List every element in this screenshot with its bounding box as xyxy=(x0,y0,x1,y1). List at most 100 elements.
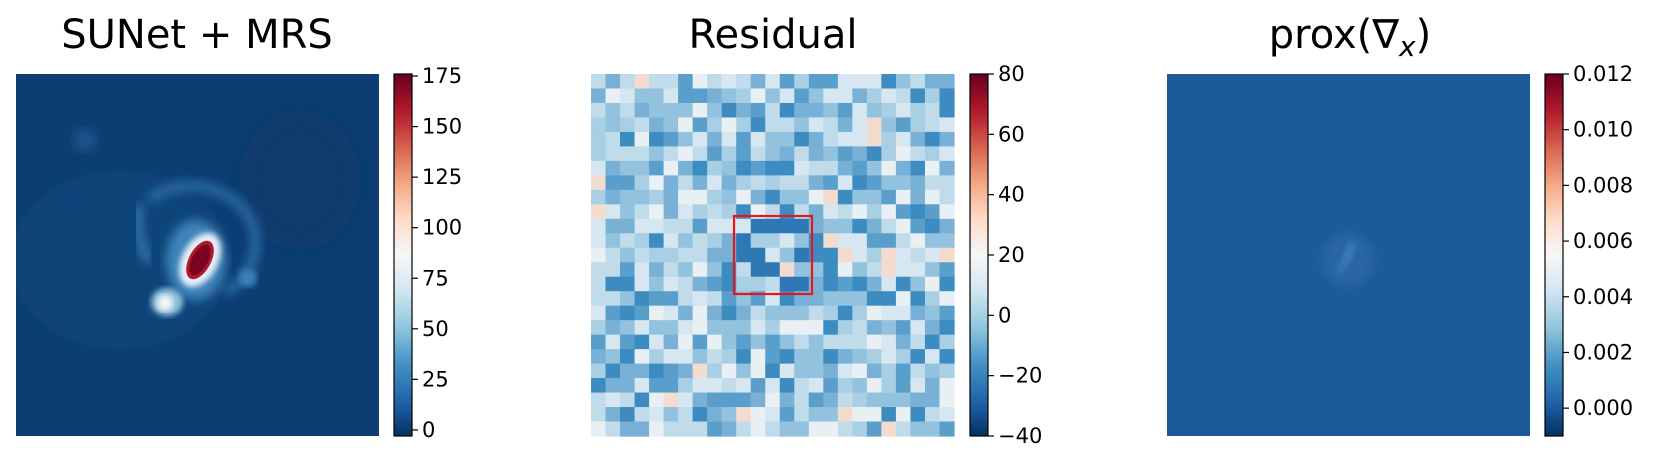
residual-pixel xyxy=(837,233,853,249)
residual-pixel xyxy=(823,421,839,437)
residual-pixel xyxy=(649,204,665,220)
residual-pixel xyxy=(591,378,607,394)
residual-pixel xyxy=(605,233,621,249)
residual-pixel xyxy=(895,131,912,147)
residual-pixel xyxy=(852,392,868,408)
residual-pixel xyxy=(823,320,839,336)
residual-pixel xyxy=(692,117,708,133)
residual-pixel xyxy=(837,407,853,423)
residual-pixel xyxy=(707,334,723,350)
residual-pixel xyxy=(779,407,795,423)
residual-pixel xyxy=(910,74,926,90)
panel-title: SUNet + MRS xyxy=(61,12,333,58)
residual-pixel xyxy=(721,160,737,176)
residual-pixel xyxy=(692,247,708,263)
residual-pixel xyxy=(721,88,737,104)
residual-pixel xyxy=(895,160,912,176)
residual-pixel xyxy=(794,363,810,379)
residual-pixel xyxy=(910,407,926,423)
residual-pixel xyxy=(939,363,955,379)
residual-pixel xyxy=(634,218,650,234)
residual-pixel xyxy=(866,146,882,162)
residual-pixel xyxy=(649,247,665,263)
residual-pixel xyxy=(910,291,926,307)
residual-pixel xyxy=(866,276,882,292)
residual-pixel xyxy=(736,392,752,408)
heatmap-image xyxy=(591,74,955,437)
residual-pixel xyxy=(866,175,882,191)
residual-pixel xyxy=(939,305,955,321)
residual-pixel xyxy=(866,349,882,365)
colorbar-tick-label: 0.012 xyxy=(1573,62,1633,86)
residual-pixel xyxy=(837,378,853,394)
residual-pixel xyxy=(736,262,752,278)
residual-pixel xyxy=(736,320,752,336)
residual-pixel xyxy=(649,175,665,191)
residual-pixel xyxy=(707,233,723,249)
residual-pixel xyxy=(779,160,795,176)
residual-pixel xyxy=(939,233,955,249)
residual-pixel xyxy=(895,305,912,321)
colorbar-gradient xyxy=(393,73,413,437)
residual-pixel xyxy=(649,146,665,162)
colorbar-ticks: 0 25 50 75 100 125 150 175 xyxy=(412,64,462,442)
colorbar: 0.000 0.002 0.004 0.006 0.008 0.010 0.012 xyxy=(1544,62,1633,437)
residual-pixel xyxy=(620,88,636,104)
residual-pixel xyxy=(794,233,810,249)
residual-pixel xyxy=(765,131,781,147)
residual-pixel xyxy=(605,102,621,119)
residual-pixel xyxy=(808,88,824,104)
residual-pixel xyxy=(663,117,679,133)
residual-pixel xyxy=(866,102,882,119)
residual-pixel xyxy=(924,349,941,365)
residual-pixel xyxy=(663,291,679,307)
residual-pixel xyxy=(663,146,679,162)
residual-pixel xyxy=(750,146,766,162)
residual-pixel xyxy=(736,88,752,104)
residual-pixel xyxy=(620,262,636,278)
residual-pixel xyxy=(779,262,795,278)
residual-pixel xyxy=(910,305,926,321)
residual-pixel xyxy=(910,363,926,379)
residual-pixel xyxy=(707,102,723,119)
residual-pixel xyxy=(895,378,912,394)
residual-pixel xyxy=(707,218,723,234)
residual-pixel xyxy=(837,349,853,365)
residual-pixel xyxy=(823,247,839,263)
residual-pixel xyxy=(924,392,941,408)
residual-pixel xyxy=(750,421,766,437)
residual-pixel xyxy=(895,276,912,292)
residual-pixel xyxy=(692,218,708,234)
residual-pixel xyxy=(634,88,650,104)
residual-pixel xyxy=(939,421,955,437)
residual-pixel xyxy=(823,117,839,133)
residual-pixel xyxy=(866,392,882,408)
residual-pixel xyxy=(649,117,665,133)
residual-pixel xyxy=(591,392,607,408)
residual-pixel xyxy=(939,146,955,162)
residual-pixel xyxy=(678,291,694,307)
colorbar-tick-label: 100 xyxy=(422,216,462,240)
residual-pixel xyxy=(649,276,665,292)
residual-pixel xyxy=(881,189,897,205)
residual-pixel xyxy=(649,320,665,336)
residual-pixel xyxy=(605,392,621,408)
residual-pixel xyxy=(866,247,882,263)
residual-pixel xyxy=(823,349,839,365)
residual-pixel xyxy=(808,102,824,119)
residual-pixel xyxy=(924,320,941,336)
residual-pixel xyxy=(881,378,897,394)
residual-pixel xyxy=(939,218,955,234)
residual-pixel xyxy=(837,320,853,336)
residual-pixel xyxy=(750,334,766,350)
residual-pixel xyxy=(678,363,694,379)
residual-pixel xyxy=(910,247,926,263)
residual-pixel xyxy=(939,349,955,365)
residual-pixel xyxy=(939,160,955,176)
residual-pixel xyxy=(808,189,824,205)
residual-pixel xyxy=(707,74,723,90)
residual-pixel xyxy=(736,218,752,234)
residual-pixel xyxy=(678,392,694,408)
residual-pixel xyxy=(721,102,737,119)
residual-pixel xyxy=(794,334,810,350)
